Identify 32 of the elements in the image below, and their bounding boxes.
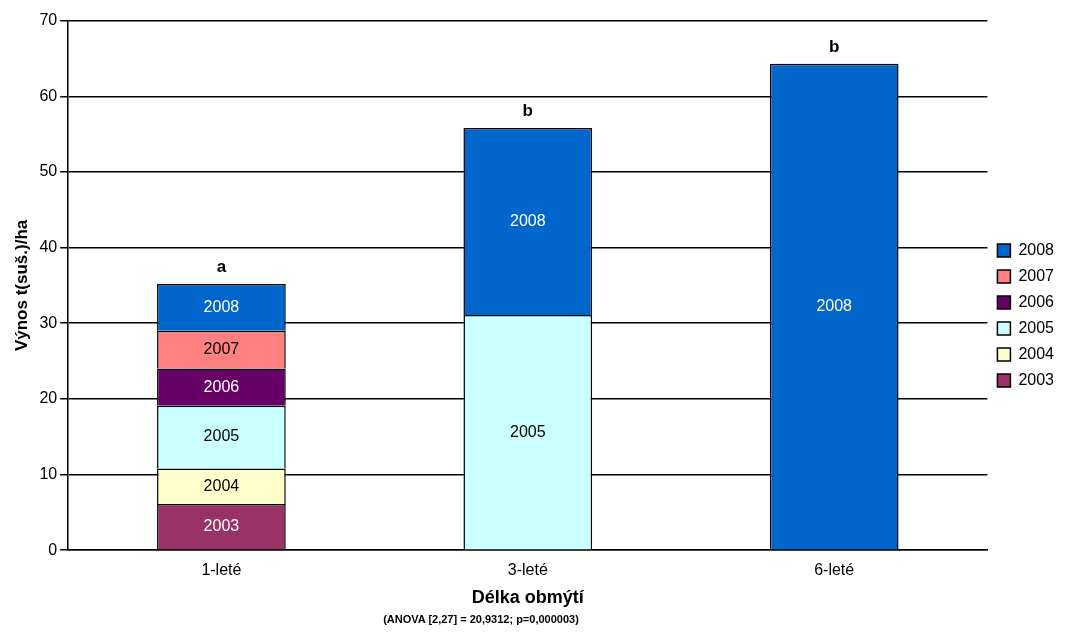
text: 2004 (203, 476, 240, 494)
y-tick-label: 10 (39, 464, 58, 482)
x-axis-title: Délka obmýtí (471, 587, 585, 608)
y-axis-title: Výnos t(suš.)/ha (11, 219, 31, 352)
y-tick-label: 60 (39, 86, 58, 104)
x-tick-label: 6-leté (814, 561, 855, 579)
annotation: b (829, 36, 840, 56)
text: 2006 (203, 377, 240, 395)
x-tick-label: 1-leté (201, 561, 242, 579)
annotation: a (216, 257, 227, 277)
text: 2008 (816, 296, 852, 314)
text: 2008 (510, 211, 546, 229)
y-tick-label: 50 (39, 162, 58, 180)
text: 2003 (203, 517, 240, 535)
x-tick-label: 3-leté (507, 561, 548, 579)
legend-label: 2007 (1018, 266, 1055, 284)
annotation: b (522, 101, 533, 121)
legend-label: 2006 (1018, 292, 1055, 310)
y-tick-label: 30 (39, 313, 58, 331)
text: (ANOVA [2,27] = 20,9312; p=0,000003) (382, 613, 580, 625)
text: 2005 (203, 427, 240, 445)
y-tick-label: 70 (39, 11, 58, 29)
legend-label: 2005 (1018, 318, 1055, 336)
legend-label: 2003 (1018, 370, 1055, 388)
y-tick-label: 0 (48, 540, 58, 558)
text: 2008 (203, 297, 240, 315)
legend-label: 2008 (1018, 240, 1055, 258)
legend-label: 2004 (1018, 344, 1055, 362)
y-tick-label: 20 (39, 389, 58, 407)
text: 2005 (510, 422, 546, 440)
text: 2007 (203, 340, 240, 358)
y-tick-label: 40 (39, 237, 58, 255)
